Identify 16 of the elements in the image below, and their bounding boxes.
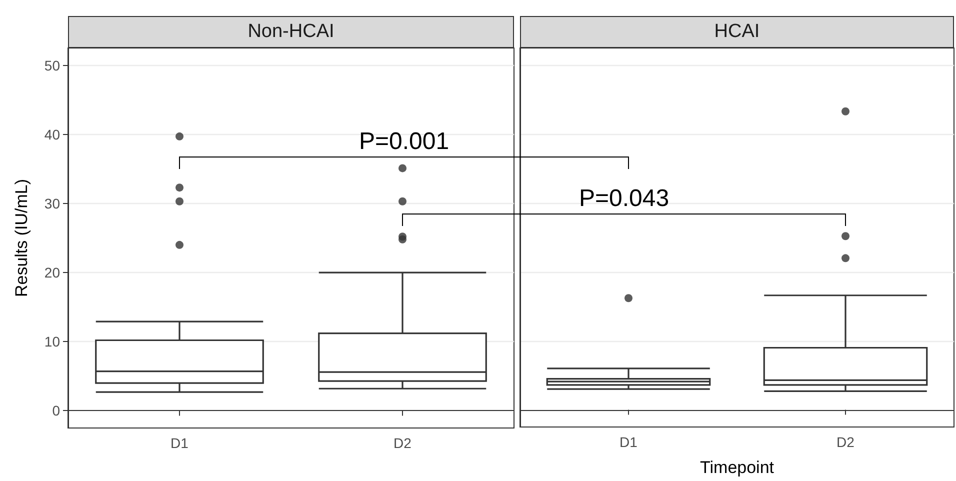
y-tick-label: 10 xyxy=(44,334,60,350)
y-tick-label: 50 xyxy=(44,57,60,74)
x-tick-label: D1 xyxy=(620,434,638,450)
y-axis-title: Results (IU/mL) xyxy=(12,178,31,298)
x-tick-label: D1 xyxy=(170,435,189,451)
y-tick-label: 40 xyxy=(44,126,60,142)
y-tick-label: 30 xyxy=(44,195,60,212)
x-tick-label: D2 xyxy=(836,434,855,450)
panel-header: Non-HCAI xyxy=(68,16,514,48)
y-tick-label: 20 xyxy=(44,264,60,281)
y-tick-label: 0 xyxy=(52,402,60,419)
x-tick-label: D2 xyxy=(394,435,412,451)
annotation: P=0.001 xyxy=(358,128,450,155)
annotation: P=0.043 xyxy=(578,185,670,212)
x-axis-title: Timepoint xyxy=(700,458,774,477)
panel-header: HCAI xyxy=(520,16,954,48)
